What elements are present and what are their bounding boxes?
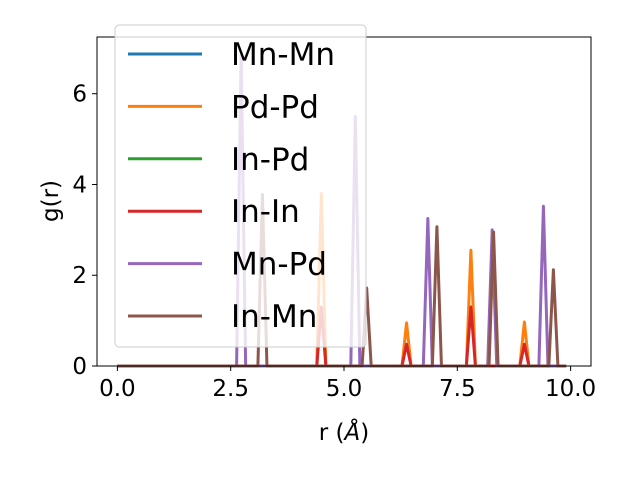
x-tick-label: 0.0: [99, 376, 136, 402]
y-axis: 0 2 4 6: [72, 82, 97, 380]
x-axis: 0.0 2.5 5.0 7.5 10.0: [99, 366, 596, 402]
x-tick-label: 5.0: [326, 376, 363, 402]
legend-label-pd-pd: Pd-Pd: [231, 89, 319, 125]
y-axis-label: g(r): [38, 180, 64, 222]
legend-label-mn-mn: Mn-Mn: [231, 37, 335, 73]
y-tick-label: 2: [72, 263, 87, 289]
legend-label-in-pd: In-Pd: [231, 142, 309, 178]
legend-label-mn-pd: Mn-Pd: [231, 247, 327, 283]
y-tick-label: 4: [72, 172, 87, 198]
legend-label-in-in: In-In: [231, 194, 300, 230]
legend-label-in-mn: In-Mn: [231, 299, 317, 335]
legend: Mn-Mn Pd-Pd In-Pd In-In Mn-Pd In-Mn: [114, 24, 367, 348]
x-axis-label: r (Å): [319, 418, 369, 446]
x-tick-label: 2.5: [212, 376, 249, 402]
x-tick-label: 10.0: [545, 376, 596, 402]
y-tick-label: 6: [72, 82, 87, 108]
y-tick-label: 0: [72, 354, 87, 380]
x-tick-label: 7.5: [439, 376, 476, 402]
